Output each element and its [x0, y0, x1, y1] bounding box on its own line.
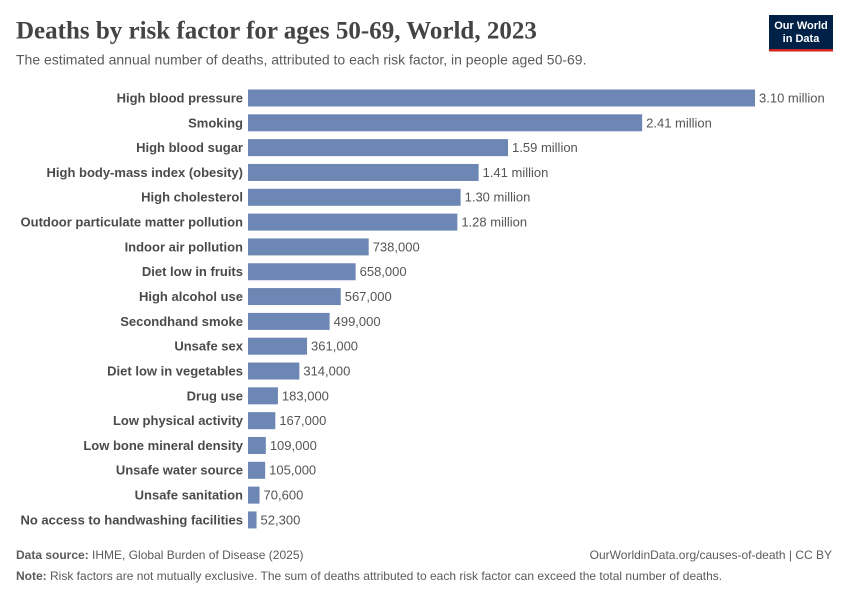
category-label: Diet low in vegetables [107, 363, 243, 378]
bar [248, 387, 278, 405]
bar [248, 89, 755, 107]
bar [248, 163, 479, 181]
category-label: High cholesterol [141, 190, 243, 205]
value-label: 3.10 million [759, 90, 825, 105]
chart-subtitle: The estimated annual number of deaths, a… [16, 52, 586, 68]
category-label: Unsafe sanitation [135, 488, 243, 503]
logo-text: in Data [783, 33, 821, 45]
value-label: 314,000 [303, 363, 350, 378]
category-label: Unsafe sex [174, 339, 243, 354]
chart-title: Deaths by risk factor for ages 50-69, Wo… [16, 18, 537, 45]
value-label: 361,000 [311, 339, 358, 354]
bar [248, 436, 266, 454]
bar [248, 238, 369, 256]
value-label: 183,000 [282, 388, 329, 403]
note: Note: Risk factors are not mutually excl… [16, 569, 722, 583]
value-label: 738,000 [373, 239, 420, 254]
bar [248, 362, 300, 380]
bar [248, 114, 643, 132]
value-label: 52,300 [261, 512, 301, 527]
logo-text: Our World [774, 20, 828, 32]
category-label: High body-mass index (obesity) [47, 165, 243, 180]
value-label: 2.41 million [646, 115, 712, 130]
bar [248, 188, 461, 206]
bar [248, 412, 276, 430]
value-label: 567,000 [345, 289, 392, 304]
value-label: 1.41 million [483, 165, 549, 180]
category-label: Smoking [188, 115, 243, 130]
category-label: Diet low in fruits [142, 264, 243, 279]
bar [248, 511, 257, 529]
bar [248, 288, 341, 306]
category-label: High blood pressure [117, 90, 243, 105]
bar [248, 337, 308, 355]
category-label: Indoor air pollution [125, 239, 243, 254]
logo-underline [769, 49, 833, 52]
logo[interactable]: Our World in Data [769, 15, 833, 52]
bar [248, 461, 266, 479]
value-label: 70,600 [264, 488, 304, 503]
bar [248, 213, 458, 231]
bar [248, 263, 356, 281]
source-text: IHME, Global Burden of Disease (2025) [92, 548, 303, 562]
source-label: Data source: [16, 548, 89, 562]
bar [248, 139, 509, 157]
category-label: High alcohol use [139, 289, 243, 304]
value-label: 109,000 [270, 438, 317, 453]
value-label: 167,000 [279, 413, 326, 428]
note-label: Note: [16, 569, 47, 583]
value-label: 658,000 [360, 264, 407, 279]
category-label: Drug use [187, 388, 243, 403]
category-label: High blood sugar [136, 140, 243, 155]
note-text: Risk factors are not mutually exclusive.… [50, 569, 722, 583]
category-label: Low bone mineral density [83, 438, 243, 453]
category-label: Low physical activity [113, 413, 244, 428]
value-label: 1.30 million [465, 190, 531, 205]
value-label: 105,000 [269, 463, 316, 478]
bar [248, 312, 330, 330]
value-label: 1.28 million [461, 215, 527, 230]
category-label: Secondhand smoke [120, 314, 243, 329]
bar [248, 486, 260, 504]
source-url[interactable]: OurWorldinData.org/causes-of-death | CC … [590, 548, 832, 562]
source: Data source: IHME, Global Burden of Dise… [16, 548, 303, 562]
category-label: Outdoor particulate matter pollution [21, 215, 244, 230]
category-label: No access to handwashing facilities [20, 512, 243, 527]
value-label: 1.59 million [512, 140, 578, 155]
category-label: Unsafe water source [116, 463, 243, 478]
logo-background [769, 15, 833, 51]
value-label: 499,000 [334, 314, 381, 329]
